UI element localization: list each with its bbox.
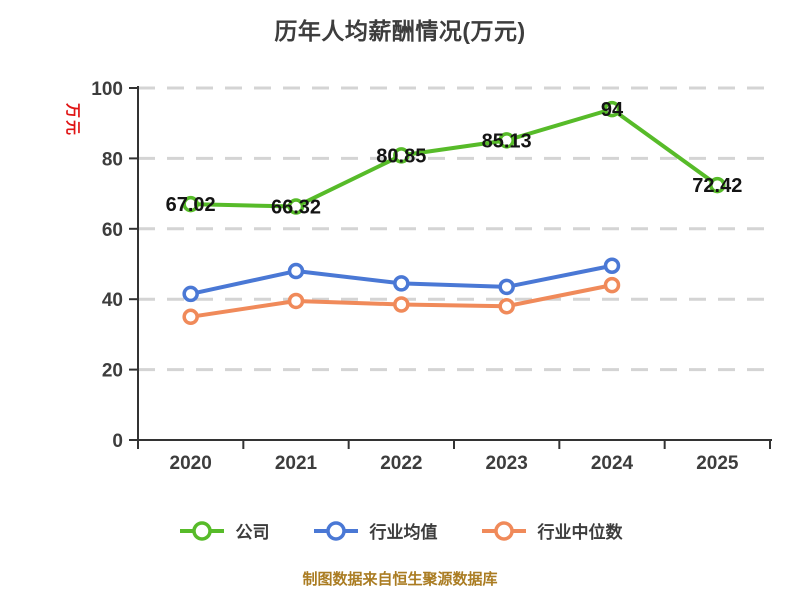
data-label: 94: [601, 99, 624, 121]
legend-marker-icon: [313, 520, 358, 541]
chart-title: 历年人均薪酬情况(万元): [274, 18, 526, 44]
legend-marker-icon: [179, 520, 224, 541]
y-tick-label: 100: [91, 79, 123, 100]
y-tick-label: 40: [102, 290, 123, 311]
legend-marker-icon: [481, 520, 526, 541]
legend-label: 行业均值: [369, 523, 438, 542]
y-tick-label: 20: [102, 361, 123, 382]
data-label: 72.42: [692, 175, 742, 197]
x-tick-label-2024: 2024: [591, 453, 634, 474]
data-label: 66.32: [271, 197, 321, 219]
data-point-marker: [393, 296, 410, 313]
data-point-marker: [603, 100, 621, 118]
data-point-marker: [287, 262, 305, 280]
data-point-marker: [393, 147, 410, 164]
x-tick-label-2021: 2021: [275, 453, 318, 474]
data-source-note: 制图数据来自恒生聚源数据库: [302, 571, 498, 588]
data-label: 67.02: [166, 194, 216, 216]
x-tick-label-2025: 2025: [696, 453, 739, 474]
data-point-marker: [287, 292, 305, 310]
data-point-marker: [182, 195, 199, 213]
data-point-marker: [709, 176, 726, 194]
y-tick-label: 0: [112, 431, 123, 452]
y-tick-label: 60: [102, 220, 123, 241]
data-point-marker: [603, 257, 621, 275]
data-point-marker: [498, 297, 515, 315]
y-tick-label: 80: [102, 149, 123, 170]
data-point-marker: [603, 276, 621, 294]
x-tick-label-2022: 2022: [380, 453, 422, 474]
series-line-公司: [188, 107, 720, 209]
x-tick-label-2023: 2023: [486, 453, 528, 474]
x-tick-label-2020: 2020: [170, 453, 212, 474]
data-point-marker: [182, 285, 199, 303]
legend-label: 行业中位数: [537, 523, 623, 542]
data-point-marker: [498, 132, 515, 149]
data-label: 85.13: [482, 130, 532, 152]
legend: 公司 行业均值 行业中位数: [0, 518, 800, 543]
data-label: 80.85: [376, 145, 426, 167]
data-point-marker: [393, 275, 410, 292]
legend-label: 公司: [235, 523, 270, 542]
data-point-marker: [287, 198, 305, 215]
legend-item-行业均值[interactable]: 行业均值: [312, 518, 438, 543]
data-point-marker: [182, 308, 199, 326]
legend-item-公司[interactable]: 公司: [178, 518, 270, 543]
data-point-marker: [498, 278, 515, 296]
legend-item-行业中位数[interactable]: 行业中位数: [480, 518, 623, 543]
